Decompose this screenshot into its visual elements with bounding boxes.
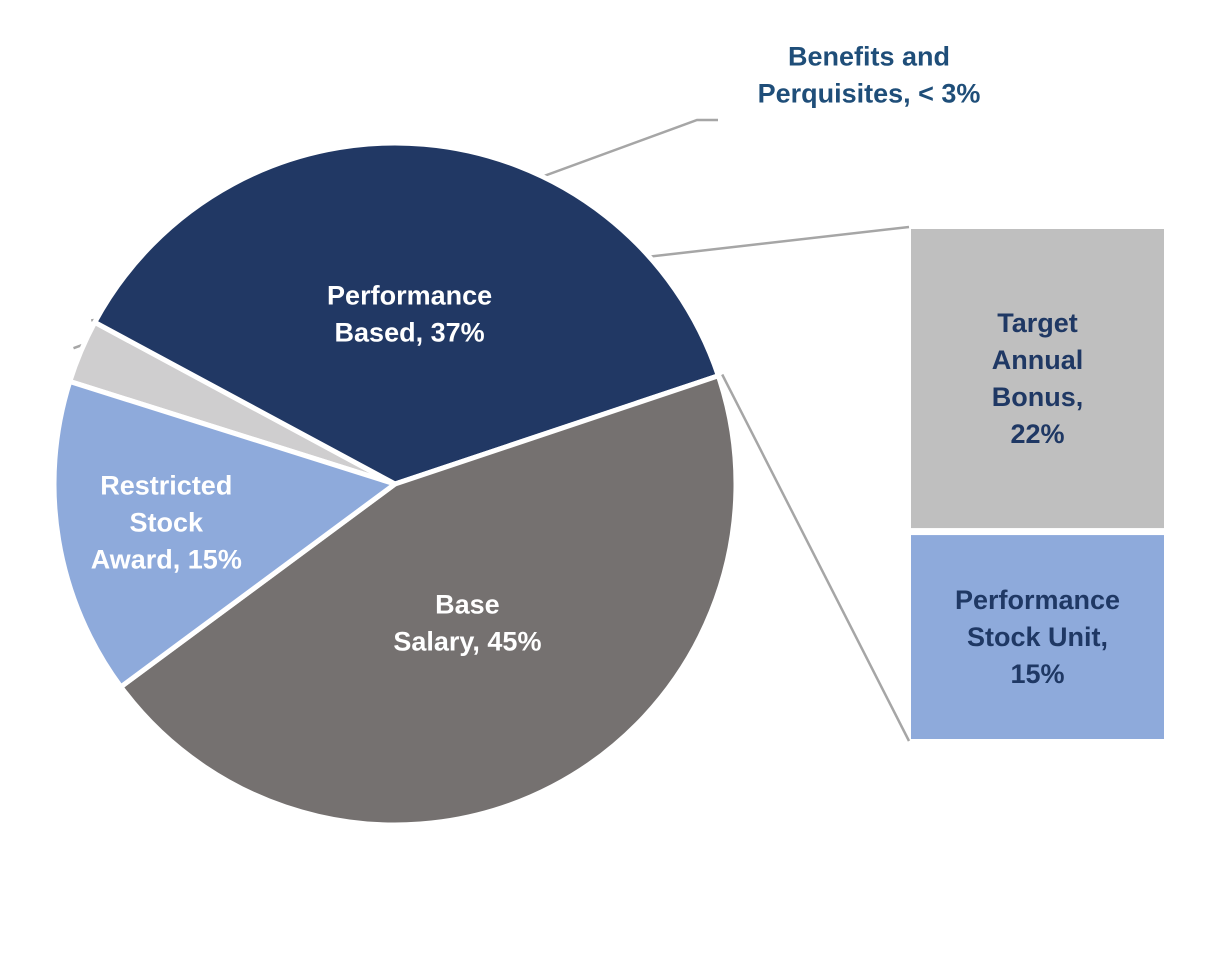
breakdown-bar bbox=[911, 229, 1164, 739]
connector-bottom bbox=[721, 373, 911, 742]
pie-slices bbox=[51, 140, 739, 828]
slice-label-line: Restricted bbox=[100, 470, 232, 500]
bar-label-line: Stock Unit, bbox=[967, 622, 1108, 652]
slice-label-performance: Performance Based, 37% bbox=[327, 281, 492, 348]
slice-label-benefits: Benefits and Perquisites, < 3% bbox=[758, 42, 981, 109]
slice-label-line: Stock bbox=[130, 507, 205, 537]
slice-label-line: Salary, 45% bbox=[393, 627, 541, 657]
slice-label-restricted-stock: Restricted Stock Award, 15% bbox=[91, 470, 242, 574]
bar-label-line: Target bbox=[997, 308, 1078, 338]
slice-base-salary bbox=[118, 373, 739, 828]
bar-label-line: Annual bbox=[992, 345, 1084, 375]
chart-labels: Benefits and Perquisites, < 3% Performance… bbox=[91, 42, 1120, 690]
slice-performance bbox=[92, 140, 721, 487]
bar-label-psu: Performance Stock Unit, 15% bbox=[955, 585, 1120, 689]
bar-segment-psu bbox=[911, 535, 1164, 739]
bar-label-line: Bonus, bbox=[992, 382, 1084, 412]
slice-label-line: Award, 15% bbox=[91, 544, 242, 574]
slice-label-line: Perquisites, < 3% bbox=[758, 79, 981, 109]
slice-label-line: Performance bbox=[327, 281, 492, 311]
slice-restricted-stock bbox=[51, 378, 398, 690]
bar-label-line: 22% bbox=[1010, 419, 1064, 449]
slice-label-base-salary: Base Salary, 45% bbox=[393, 590, 541, 657]
bar-label-target-bonus: Target Annual Bonus, 22% bbox=[992, 308, 1084, 449]
bar-segment-target-bonus bbox=[911, 229, 1164, 529]
bar-label-line: 15% bbox=[1010, 659, 1064, 689]
slice-label-line: Benefits and bbox=[788, 42, 950, 72]
slice-label-line: Based, 37% bbox=[335, 318, 485, 348]
bar-label-line: Performance bbox=[955, 585, 1120, 615]
slice-label-line: Base bbox=[435, 590, 500, 620]
